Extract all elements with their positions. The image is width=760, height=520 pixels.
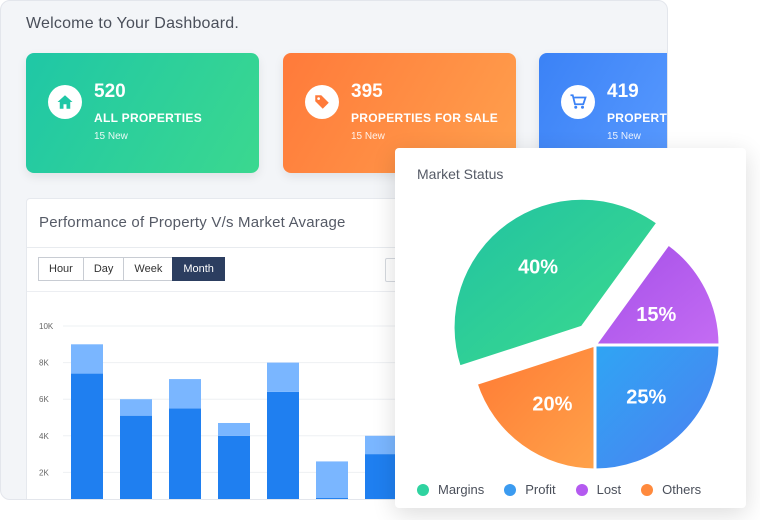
card-number: 520 <box>94 81 126 102</box>
bar-secondary[interactable] <box>120 399 152 416</box>
legend-item-lost[interactable]: Lost <box>575 482 622 497</box>
legend-label: Margins <box>438 482 485 497</box>
pie-slice-label: 40% <box>518 257 558 279</box>
bar-secondary[interactable] <box>71 344 103 374</box>
market-pie-chart: 15% 25% 20% 40% <box>451 196 722 472</box>
tag-icon <box>305 85 339 119</box>
y-tick-label: 8K <box>39 359 49 368</box>
bar-secondary[interactable] <box>169 379 201 409</box>
y-tick-label: 6K <box>39 395 49 404</box>
legend-item-profit[interactable]: Profit <box>504 482 556 497</box>
card-subtext: 15 New <box>351 131 385 142</box>
bar-primary[interactable] <box>71 373 103 500</box>
bar-primary[interactable] <box>365 454 397 500</box>
bar-secondary[interactable] <box>365 435 397 455</box>
market-status-card: Market Status 15% 25% 20% 40% Margins Profi… <box>395 148 746 508</box>
bar-secondary[interactable] <box>316 461 348 499</box>
card-label: PROPERTIES <box>607 111 668 125</box>
divider <box>27 291 645 292</box>
pie-slice-label: 20% <box>532 394 572 416</box>
pie-legend: Margins Profit Lost Others <box>417 482 721 497</box>
legend-item-margins[interactable]: Margins <box>417 482 484 497</box>
legend-dot <box>417 483 429 496</box>
pie-slice-label: 15% <box>636 304 676 326</box>
bar-primary[interactable] <box>267 391 299 500</box>
card-all-properties[interactable]: 520 ALL PROPERTIES 15 New <box>26 53 259 173</box>
bar-secondary[interactable] <box>267 362 299 392</box>
market-status-title: Market Status <box>417 166 504 182</box>
card-number: 395 <box>351 81 383 102</box>
divider <box>27 247 645 248</box>
legend-label: Lost <box>596 482 622 497</box>
bar-primary[interactable] <box>218 435 250 500</box>
card-number: 419 <box>607 81 639 102</box>
bar-secondary[interactable] <box>218 422 250 436</box>
pie-slice-lost[interactable] <box>592 241 722 347</box>
time-range-toggle: Hour Day Week Month <box>38 257 225 281</box>
y-tick-label: 10K <box>39 322 54 331</box>
day-button[interactable]: Day <box>82 257 125 281</box>
month-button[interactable]: Month <box>172 257 225 281</box>
card-subtext: 15 New <box>607 131 641 142</box>
pie-slice-margins[interactable] <box>451 196 660 369</box>
pie-slice-label: 25% <box>626 386 666 408</box>
bar-primary[interactable] <box>316 498 348 500</box>
legend-label: Others <box>662 482 702 497</box>
bar-primary[interactable] <box>120 415 152 500</box>
cart-icon <box>561 85 595 119</box>
card-label: ALL PROPERTIES <box>94 111 202 125</box>
hour-button[interactable]: Hour <box>38 257 84 281</box>
home-icon <box>48 85 82 119</box>
legend-dot <box>575 483 588 496</box>
legend-item-others[interactable]: Others <box>641 482 701 497</box>
performance-title: Performance of Property V/s Market Avara… <box>39 214 346 231</box>
pie-slice-others[interactable] <box>474 342 597 472</box>
card-label: PROPERTIES FOR SALE <box>351 111 499 125</box>
legend-dot <box>504 483 517 496</box>
card-subtext: 15 New <box>94 131 128 142</box>
performance-bar-chart: 10K 8K 6K 4K 2K <box>39 322 427 500</box>
week-button[interactable]: Week <box>123 257 174 281</box>
pie-slice-profit[interactable] <box>593 343 722 472</box>
legend-label: Profit <box>525 482 556 497</box>
welcome-title: Welcome to Your Dashboard. <box>26 15 240 32</box>
legend-dot <box>641 483 654 496</box>
bar-primary[interactable] <box>169 408 201 500</box>
y-tick-label: 2K <box>39 468 49 477</box>
y-tick-label: 4K <box>39 432 49 441</box>
